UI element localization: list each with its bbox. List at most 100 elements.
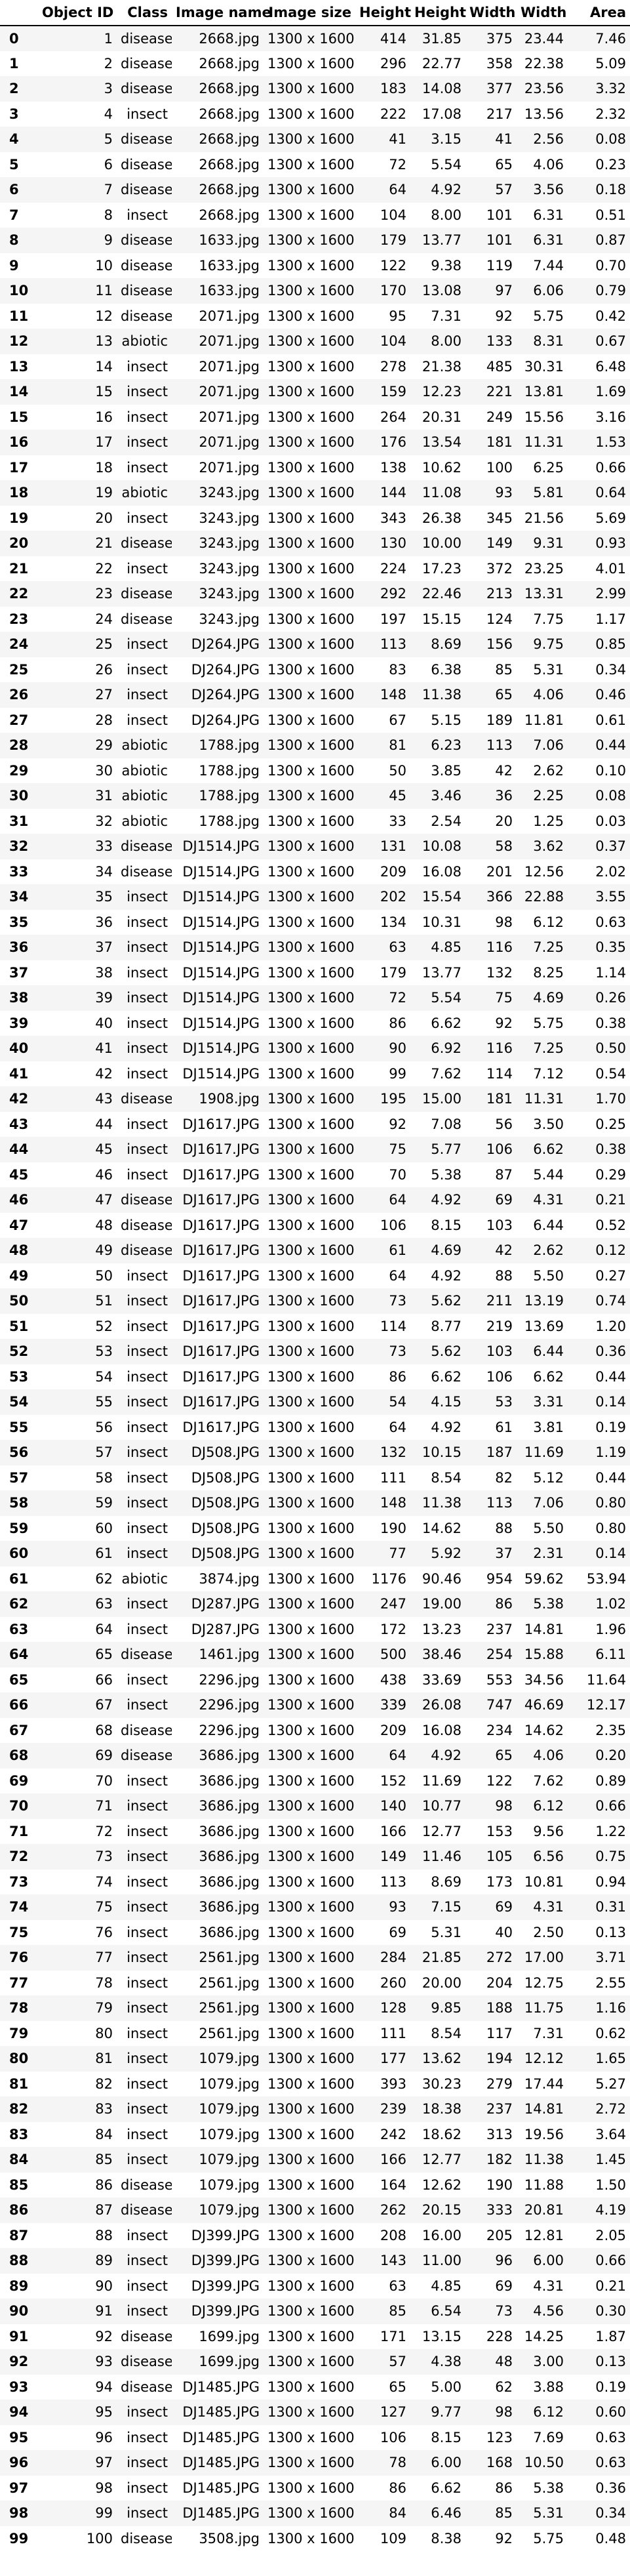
cell-width-px: 86 [465, 2475, 517, 2501]
cell-width-px: 62 [465, 2374, 517, 2400]
cell-width-px: 122 [465, 1768, 517, 1793]
cell-width-pct: 5.50 [517, 1515, 568, 1541]
cell-height-px: 93 [355, 1894, 410, 1920]
cell-height-px: 264 [355, 404, 410, 430]
cell-width-pct: 13.19 [517, 1288, 568, 1314]
cell-area: 0.63 [568, 909, 630, 935]
cell-image-name: DJ1514.JPG [172, 985, 264, 1011]
cell-width-px: 117 [465, 2020, 517, 2046]
cell-height-pct: 31.85 [410, 26, 465, 51]
cell-width-pct: 5.75 [517, 303, 568, 329]
cell-width-pct: 7.31 [517, 2020, 568, 2046]
cell-object-id: 79 [38, 1995, 117, 2021]
cell-width-pct: 10.50 [517, 2450, 568, 2476]
cell-index: 18 [0, 480, 38, 506]
cell-object-id: 54 [38, 1364, 117, 1389]
cell-area: 0.89 [568, 1768, 630, 1793]
cell-area: 1.16 [568, 1995, 630, 2021]
cell-height-px: 57 [355, 2349, 410, 2375]
table-row: 44 45 insect DJ1617.JPG 1300 x 1600 75 5.77 106… [0, 1137, 630, 1162]
cell-height-px: 152 [355, 1768, 410, 1793]
cell-object-id: 50 [38, 1263, 117, 1288]
cell-width-pct: 6.12 [517, 909, 568, 935]
cell-width-px: 181 [465, 430, 517, 455]
cell-object-id: 40 [38, 1010, 117, 1036]
cell-image-name: DJ1617.JPG [172, 1288, 264, 1314]
cell-height-pct: 5.38 [410, 1162, 465, 1187]
cell-height-pct: 2.54 [410, 808, 465, 834]
cell-height-px: 109 [355, 2525, 410, 2551]
cell-index: 82 [0, 2096, 38, 2122]
cell-area: 1.65 [568, 2046, 630, 2072]
cell-height-px: 113 [355, 1869, 410, 1894]
cell-class: disease [117, 2198, 172, 2223]
cell-image-size: 1300 x 1600 [264, 51, 355, 76]
cell-class: abiotic [117, 329, 172, 354]
cell-image-name: DJ264.JPG [172, 682, 264, 708]
cell-object-id: 13 [38, 329, 117, 354]
cell-image-name: 1079.jpg [172, 2172, 264, 2198]
cell-height-px: 132 [355, 1440, 410, 1465]
cell-image-size: 1300 x 1600 [264, 1288, 355, 1314]
cell-image-size: 1300 x 1600 [264, 1414, 355, 1440]
cell-height-px: 54 [355, 1389, 410, 1415]
cell-index: 42 [0, 1086, 38, 1112]
table-row: 76 77 insect 2561.jpg 1300 x 1600 284 21.85 272… [0, 1945, 630, 1971]
cell-class: insect [117, 1111, 172, 1137]
cell-area: 0.25 [568, 1111, 630, 1137]
cell-area: 0.34 [568, 2501, 630, 2526]
cell-image-size: 1300 x 1600 [264, 1238, 355, 1263]
cell-image-name: DJ1617.JPG [172, 1339, 264, 1364]
cell-area: 11.64 [568, 1667, 630, 1692]
cell-width-pct: 5.75 [517, 1010, 568, 1036]
cell-width-pct: 5.31 [517, 2501, 568, 2526]
cell-area: 0.63 [568, 2450, 630, 2476]
cell-object-id: 46 [38, 1162, 117, 1187]
cell-image-size: 1300 x 1600 [264, 1642, 355, 1667]
cell-height-px: 208 [355, 2222, 410, 2248]
cell-area: 0.14 [568, 1541, 630, 1566]
cell-area: 1.53 [568, 430, 630, 455]
cell-area: 0.66 [568, 1793, 630, 1819]
cell-index: 47 [0, 1212, 38, 1238]
cell-width-pct: 6.25 [517, 455, 568, 480]
cell-image-name: 3686.jpg [172, 1894, 264, 1920]
cell-object-id: 34 [38, 859, 117, 884]
cell-area: 0.29 [568, 1162, 630, 1187]
table-row: 12 13 abiotic 2071.jpg 1300 x 1600 104 8.00 133… [0, 329, 630, 354]
cell-height-pct: 8.54 [410, 1465, 465, 1490]
cell-object-id: 95 [38, 2400, 117, 2425]
cell-area: 0.80 [568, 1515, 630, 1541]
cell-image-size: 1300 x 1600 [264, 2121, 355, 2147]
table-row: 30 31 abiotic 1788.jpg 1300 x 1600 45 3.46 36 2.… [0, 783, 630, 809]
cell-height-px: 69 [355, 1919, 410, 1945]
cell-height-pct: 4.92 [410, 1414, 465, 1440]
cell-width-pct: 9.31 [517, 531, 568, 556]
cell-class: disease [117, 1086, 172, 1112]
cell-class: insect [117, 2400, 172, 2425]
cell-object-id: 61 [38, 1541, 117, 1566]
cell-image-name: DJ1485.JPG [172, 2475, 264, 2501]
cell-image-size: 1300 x 1600 [264, 2020, 355, 2046]
cell-area: 2.99 [568, 581, 630, 607]
cell-object-id: 92 [38, 2323, 117, 2349]
cell-width-pct: 13.69 [517, 1313, 568, 1339]
cell-area: 0.20 [568, 1743, 630, 1768]
cell-height-px: 148 [355, 682, 410, 708]
cell-image-name: 1633.jpg [172, 228, 264, 253]
cell-width-pct: 2.56 [517, 127, 568, 152]
cell-image-name: DJ1485.JPG [172, 2501, 264, 2526]
cell-width-px: 97 [465, 278, 517, 304]
cell-class: insect [117, 1541, 172, 1566]
cell-image-size: 1300 x 1600 [264, 1591, 355, 1617]
cell-width-pct: 15.56 [517, 404, 568, 430]
table-row: 4 5 disease 2668.jpg 1300 x 1600 41 3.15 41 2.56… [0, 127, 630, 152]
cell-area: 0.75 [568, 1844, 630, 1870]
cell-class: insect [117, 1844, 172, 1870]
table-row: 91 92 disease 1699.jpg 1300 x 1600 171 13.15 22… [0, 2323, 630, 2349]
cell-class: disease [117, 2172, 172, 2198]
cell-image-name: DJ1617.JPG [172, 1313, 264, 1339]
table-row: 56 57 insect DJ508.JPG 1300 x 1600 132 10.15 18… [0, 1440, 630, 1465]
cell-image-name: DJ264.JPG [172, 632, 264, 657]
cell-object-id: 58 [38, 1465, 117, 1490]
